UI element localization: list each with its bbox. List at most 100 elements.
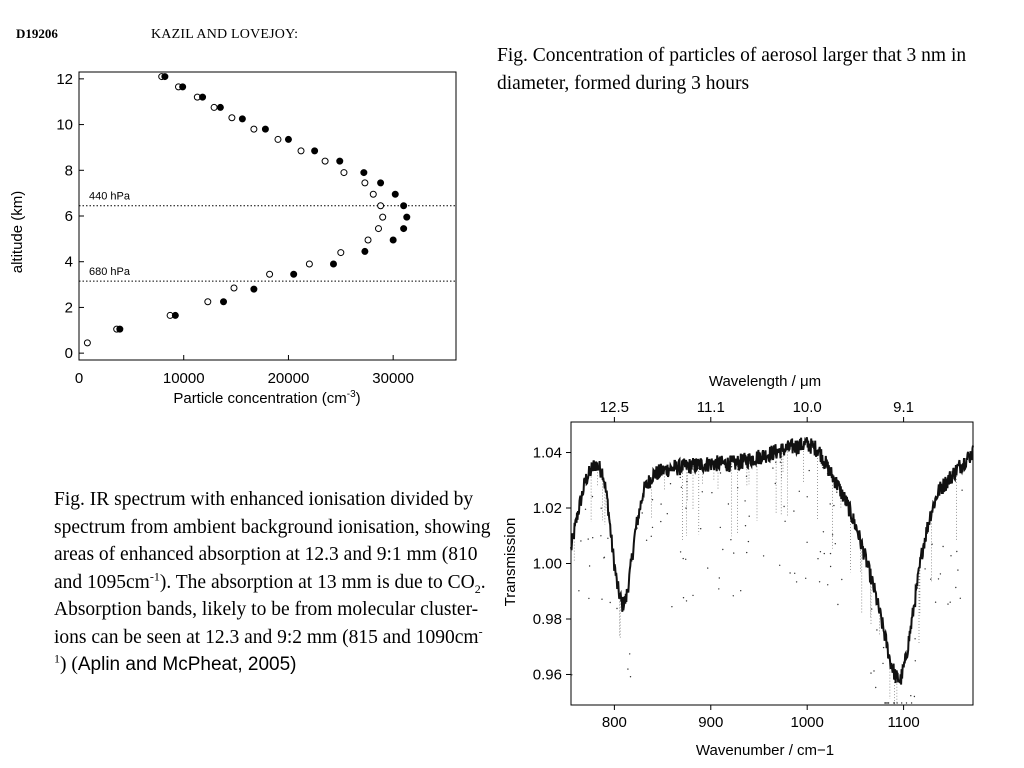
noise-point: [783, 505, 785, 508]
noise-point: [833, 504, 835, 507]
open-circle-point: [250, 125, 258, 133]
y-tick-label: 6: [65, 208, 73, 225]
filled-circle-point: [171, 311, 179, 319]
noise-point: [837, 603, 839, 606]
filled-circle-point: [329, 260, 337, 268]
altitude-plot-frame: [78, 71, 457, 361]
noise-point: [910, 695, 912, 697]
noise-point: [700, 528, 702, 530]
noise-point: [914, 638, 916, 640]
noise-point: [772, 467, 774, 469]
noise-point: [827, 584, 829, 586]
noise-point: [584, 508, 587, 510]
caption-ir-spectrum: Fig. IR spectrum with enhanced ionisatio…: [54, 489, 491, 675]
noise-point: [956, 550, 958, 553]
open-circle-point: [228, 114, 236, 122]
filled-circle-point: [361, 247, 369, 255]
noise-point: [740, 590, 742, 592]
y-tick-label: 12: [56, 71, 73, 88]
paper-authors: KAZIL AND LOVEJOY:: [151, 27, 299, 42]
y-tick-label: 4: [65, 254, 73, 271]
pressure-level-label: 440 hPa: [89, 191, 131, 203]
noise-point: [905, 702, 908, 704]
x-tick-label: 30000: [372, 370, 414, 387]
noise-point: [794, 572, 796, 574]
noise-point: [882, 646, 885, 649]
x-tick-label: 800: [602, 714, 627, 731]
open-circle-point: [377, 202, 385, 210]
top-tick-label: 11.1: [697, 399, 725, 416]
noise-point: [718, 577, 720, 579]
noise-point: [882, 662, 884, 665]
open-circle-point: [210, 103, 218, 111]
altitude-x-axis-label: Particle concentration (cm-3): [173, 389, 360, 407]
transmission-y-axis-label: Transmission: [502, 518, 519, 607]
noise-point: [719, 472, 722, 474]
x-tick-label: 20000: [268, 370, 310, 387]
noise-point: [650, 535, 652, 537]
noise-point: [682, 597, 685, 599]
noise-point: [588, 565, 591, 567]
filled-circle-point: [311, 147, 319, 155]
noise-point: [774, 482, 776, 485]
noise-point: [834, 543, 836, 545]
noise-point: [957, 569, 959, 571]
filled-circle-point: [199, 93, 207, 101]
noise-point: [732, 595, 734, 597]
x-tick-label: 900: [698, 714, 723, 731]
noise-point: [733, 552, 735, 554]
noise-point: [806, 541, 808, 543]
noise-point: [822, 531, 825, 533]
open-circle-point: [83, 339, 91, 347]
noise-point: [685, 558, 687, 560]
noise-point: [660, 503, 662, 505]
noise-point: [680, 486, 683, 488]
y-tick-label: 10: [56, 117, 73, 134]
noise-point: [931, 543, 933, 545]
wavenumber-x-axis-label: Wavenumber / cm−1: [696, 742, 834, 759]
noise-point: [601, 598, 603, 600]
open-circle-point: [274, 135, 282, 143]
noise-point: [949, 601, 951, 603]
noise-point: [747, 540, 750, 543]
filled-circle-point: [400, 202, 408, 210]
filled-circle-point: [290, 270, 298, 278]
noise-point: [762, 555, 765, 557]
noise-point: [722, 548, 724, 551]
noise-point: [808, 469, 810, 472]
y-tick-label: 0.98: [533, 611, 562, 628]
noise-point: [587, 538, 589, 540]
noise-point: [875, 686, 877, 689]
noise-point: [666, 513, 668, 515]
noise-point: [961, 489, 963, 491]
filled-circle-point: [377, 179, 385, 187]
noise-point: [884, 702, 887, 704]
filled-circle-point: [238, 115, 246, 123]
open-circle-point: [297, 147, 305, 155]
noise-point: [730, 539, 732, 541]
noise-point: [873, 670, 875, 672]
open-circle-point: [230, 284, 238, 292]
noise-point: [711, 492, 713, 494]
top-tick-label: 12.5: [600, 399, 629, 416]
open-circle-point: [364, 236, 372, 244]
noise-point: [924, 568, 926, 570]
noise-point: [609, 601, 611, 604]
noise-point: [939, 573, 942, 575]
noise-point: [913, 695, 916, 698]
open-circle-point: [305, 260, 313, 268]
noise-point: [870, 672, 872, 674]
noise-point: [746, 551, 748, 554]
noise-point: [588, 597, 590, 600]
noise-point: [671, 606, 673, 608]
open-circle-point: [266, 270, 274, 278]
open-circle-point: [340, 169, 348, 177]
filled-circle-point: [391, 190, 399, 198]
top-tick-label: 9.1: [893, 399, 914, 416]
noise-point: [930, 578, 932, 580]
noise-point: [818, 581, 821, 583]
noise-point: [641, 512, 643, 514]
x-tick-label: 1100: [887, 714, 919, 731]
noise-point: [955, 586, 957, 589]
ir-spectrum-chart: Wavelength / μm 800 900 1000 1100 0.96 0.98 1…: [502, 373, 974, 759]
